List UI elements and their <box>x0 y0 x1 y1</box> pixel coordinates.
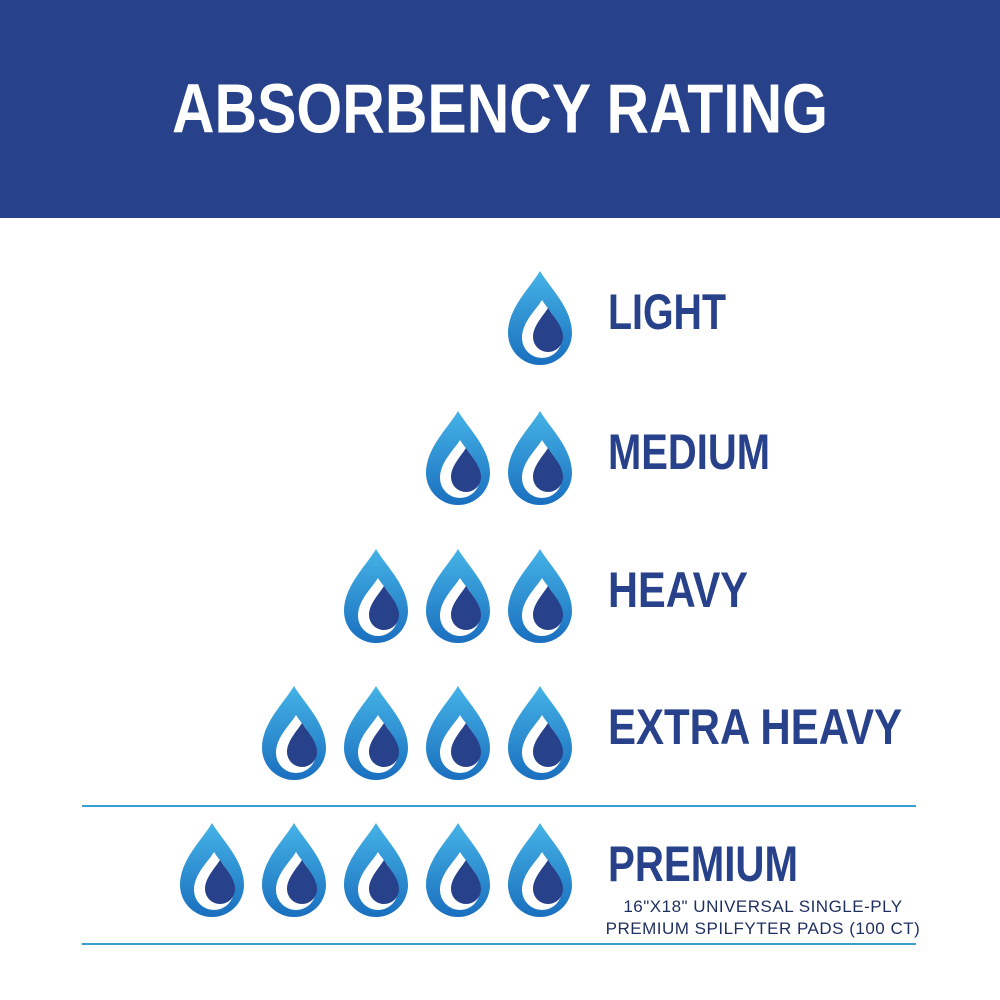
drop-icon <box>508 823 572 917</box>
drop-icon <box>426 549 490 643</box>
drop-icon <box>262 823 326 917</box>
drop-icon <box>344 823 408 917</box>
drop-icon <box>508 686 572 780</box>
drop-icon <box>426 686 490 780</box>
drop-icon <box>344 686 408 780</box>
header-band <box>0 0 1000 218</box>
level-label: PREMIUM <box>608 836 798 892</box>
note-line: PREMIUM SPILFYTER PADS (100 CT) <box>606 919 921 938</box>
drop-icon <box>426 823 490 917</box>
drop-icon <box>508 411 572 505</box>
drop-icon <box>426 411 490 505</box>
level-label: HEAVY <box>608 562 748 618</box>
level-label: MEDIUM <box>608 424 770 480</box>
header-title: ABSORBENCY RATING <box>172 69 828 147</box>
drop-icon <box>508 549 572 643</box>
drop-icon <box>262 686 326 780</box>
drop-icon <box>180 823 244 917</box>
drop-icon <box>508 271 572 365</box>
level-label: EXTRA HEAVY <box>608 699 902 755</box>
note-line: 16"X18" UNIVERSAL SINGLE-PLY <box>623 897 902 916</box>
level-label: LIGHT <box>608 284 726 340</box>
drop-icon <box>344 549 408 643</box>
